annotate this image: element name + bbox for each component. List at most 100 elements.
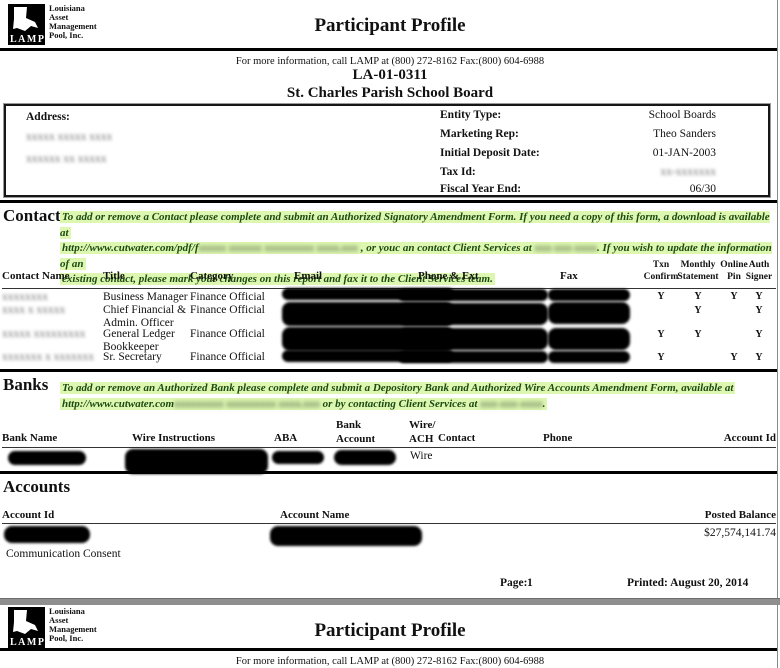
- address-label: Address:: [26, 111, 70, 123]
- col-account-name: Account Name: [280, 509, 350, 521]
- col-phone-ext: Phone & Ext: [418, 270, 479, 282]
- note-text: , or youc an contact Client Services at: [358, 242, 535, 254]
- col-account-id: Account Id: [2, 509, 55, 521]
- fax-redacted: [548, 302, 630, 324]
- col-bank-contact: Contact: [438, 432, 476, 444]
- org-name-line: Louisiana: [49, 3, 85, 13]
- col-auth-signer: Auth Signer: [745, 260, 773, 282]
- col-wire-instructions: Wire Instructions: [132, 432, 216, 444]
- address-redacted-line: xxxxxx xx xxxxx: [26, 153, 107, 165]
- contact-name-redacted: xxxx x xxxxx: [2, 304, 66, 316]
- contact-category: Finance Official: [190, 304, 265, 316]
- auth-signer-flag: Y: [755, 305, 763, 316]
- banks-note-line2: http://www.cutwater.comxxxxxxxxx xxxxxxx…: [60, 397, 548, 410]
- fax-redacted: [548, 328, 630, 350]
- logo-acronym: LAMP: [10, 34, 46, 45]
- contact-category: Finance Official: [190, 328, 265, 340]
- online-pin-flag: Y: [730, 291, 738, 302]
- org-name-line: Management: [49, 624, 97, 634]
- field-value-redacted: xx-xxxxxxx: [660, 166, 716, 178]
- col-monthly-statement: Monthly Statement: [677, 260, 719, 282]
- note-phone-redacted: xxx-xxx-xxxx: [534, 242, 597, 254]
- contact-title: General Ledger Bookkeeper: [103, 328, 175, 353]
- col-contact-name: Contact Name: [2, 270, 70, 282]
- col-category: Category: [190, 270, 234, 282]
- org-name-line: Louisiana: [49, 606, 85, 616]
- section-rule: [0, 200, 778, 203]
- info-line: For more information, call LAMP at (800)…: [235, 56, 545, 67]
- louisiana-state-icon: [13, 610, 38, 634]
- fax-redacted: [548, 351, 630, 363]
- account-name-redacted: [270, 526, 422, 546]
- wire-ach-value: Wire: [410, 450, 433, 462]
- monthly-statement-flag: Y: [694, 329, 702, 340]
- txn-confirm-flag: Y: [657, 291, 665, 302]
- bank-name-redacted: [8, 451, 86, 465]
- field-label: Tax Id:: [440, 166, 476, 178]
- field-value: 01-JAN-2003: [652, 147, 716, 159]
- contact-title: Business Manager: [103, 291, 188, 303]
- phone-redacted: [398, 351, 548, 363]
- field-label: Initial Deposit Date:: [440, 147, 540, 159]
- note-url: http://www.cutwater.com/pdf/f: [62, 242, 199, 254]
- table-rule: [2, 523, 776, 524]
- note-text: .: [542, 397, 546, 410]
- col-online-pin: Online Pin: [720, 260, 748, 282]
- field-label: Marketing Rep:: [440, 128, 519, 140]
- col-wire-ach: Wire/ACH: [409, 419, 436, 445]
- banks-heading: Banks: [3, 375, 49, 394]
- col-txn-confirm: Txn Confirm: [643, 260, 679, 282]
- contact-name-redacted: xxxxxxx x xxxxxxx: [2, 351, 94, 363]
- printed-date: Printed: August 20, 2014: [627, 577, 749, 589]
- field-label: Fiscal Year End:: [440, 183, 522, 195]
- louisiana-state-icon: [13, 7, 38, 31]
- col-bank-name: Bank Name: [2, 432, 58, 444]
- section-rule: [0, 369, 778, 372]
- phone-redacted: [398, 303, 548, 325]
- contact-category: Finance Official: [190, 291, 265, 303]
- note-phone-redacted: xxx-xxx-xxxx: [480, 397, 543, 410]
- field-value: Theo Sanders: [653, 128, 716, 140]
- col-fax: Fax: [560, 270, 578, 282]
- auth-signer-flag: Y: [755, 291, 763, 302]
- profile-box: Address: xxxxx xxxxx xxxx xxxxxx xx xxxx…: [3, 103, 771, 198]
- col-title: Title: [103, 270, 125, 282]
- accounts-heading: Accounts: [3, 477, 71, 496]
- header-rule: [0, 48, 778, 51]
- info-line: For more information, call LAMP at (800)…: [235, 656, 545, 667]
- org-name-line: Asset: [49, 615, 69, 625]
- communication-consent-note: Communication Consent: [6, 548, 121, 560]
- field-label: Entity Type:: [440, 109, 502, 121]
- org-name-line: Asset: [49, 12, 69, 22]
- wire-instructions-redacted: [125, 449, 268, 474]
- field-value: 06/30: [689, 183, 716, 195]
- lamp-logo: LAMP: [8, 607, 45, 648]
- note-url-redacted: xxxxx xxxxxx xxxxxxxxx xxxx.xxx: [198, 242, 359, 254]
- auth-signer-flag: Y: [755, 329, 763, 340]
- contact-name-redacted: xxxxx xxxxxxxxx: [2, 328, 86, 340]
- header-rule: [0, 648, 778, 651]
- field-value: School Boards: [648, 109, 716, 121]
- section-rule: [0, 471, 778, 474]
- note-url-redacted: xxxxxxxxx xxxxxxxxx xxxx.xxx: [174, 397, 320, 410]
- monthly-statement-flag: Y: [694, 305, 702, 316]
- org-name-line: Management: [49, 21, 97, 31]
- col-aba: ABA: [274, 432, 298, 444]
- aba-redacted: [272, 451, 324, 464]
- note-text: or by contacting Client Services at: [319, 397, 481, 410]
- col-bank-phone: Phone: [543, 432, 573, 444]
- txn-confirm-flag: Y: [657, 352, 665, 363]
- logo-acronym: LAMP: [10, 637, 46, 648]
- bank-account-redacted: [334, 450, 396, 465]
- org-name-line: Pool, Inc.: [49, 633, 84, 643]
- address-redacted-line: xxxxx xxxxx xxxx: [26, 131, 113, 143]
- note-url: http://www.cutwater.com: [62, 397, 175, 410]
- contact-category: Finance Official: [190, 351, 265, 363]
- contacts-note-line3: existing contact, please mark your chang…: [60, 273, 495, 285]
- lamp-logo: LAMP: [8, 4, 45, 45]
- auth-signer-flag: Y: [755, 352, 763, 363]
- page-title: Participant Profile: [314, 620, 466, 641]
- account-id-redacted: [4, 526, 90, 543]
- participant-name: St. Charles Parish School Board: [286, 85, 494, 101]
